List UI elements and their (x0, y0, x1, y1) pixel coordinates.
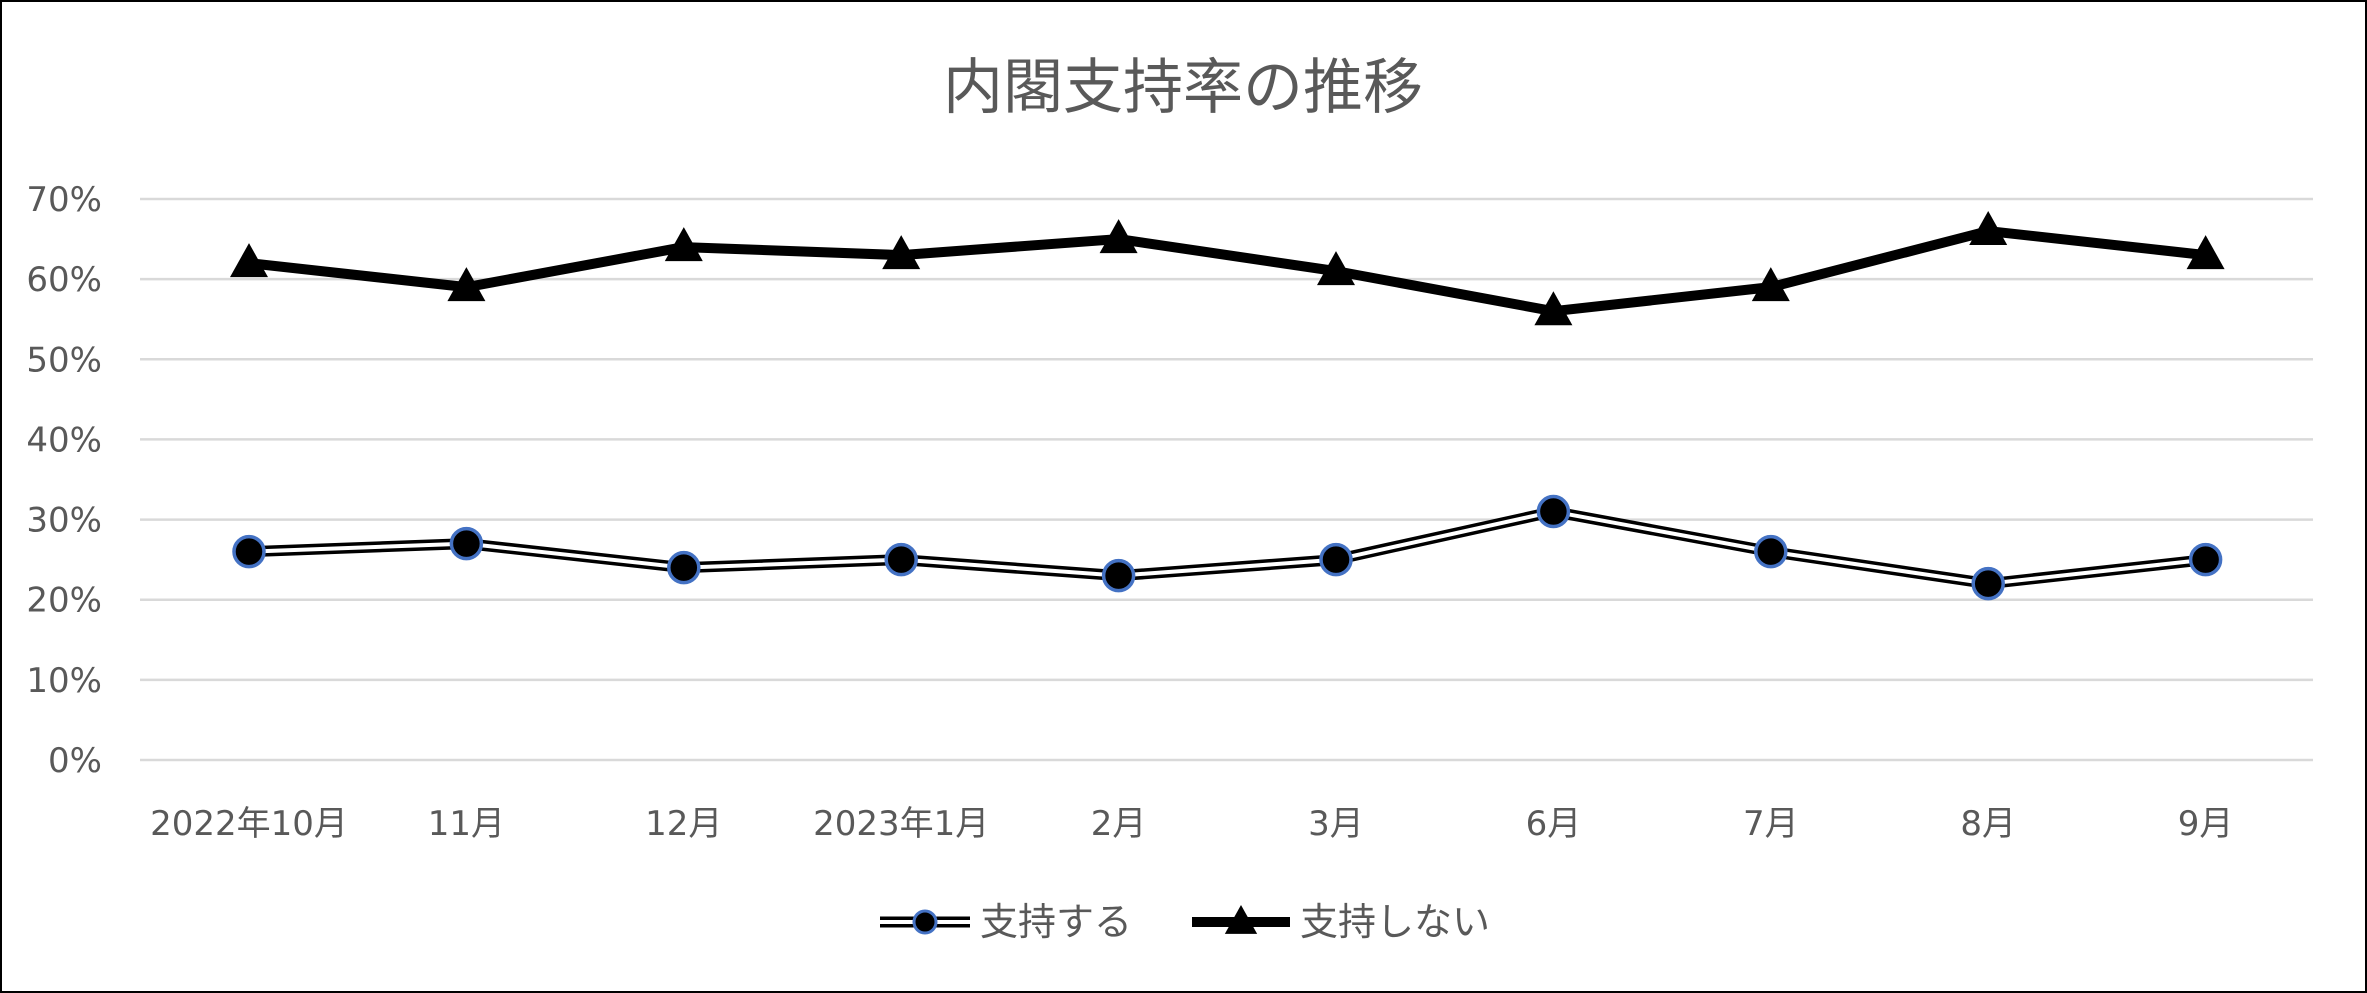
series-oppose (230, 211, 2225, 326)
y-tick-label: 70% (26, 180, 102, 220)
y-tick-label: 10% (26, 661, 102, 701)
x-tick-label: 9月 (2178, 804, 2234, 844)
y-tick-label: 0% (48, 741, 102, 781)
x-tick-label: 7月 (1743, 804, 1799, 844)
data-point (1101, 558, 1136, 593)
data-point (2188, 542, 2223, 577)
data-point (447, 267, 486, 302)
data-point (667, 550, 701, 585)
legend-swatch-marker (1224, 905, 1258, 934)
x-tick-label: 8月 (1960, 804, 2016, 844)
data-point (1751, 267, 1790, 302)
y-axis-ticks: 0% 10% 20% 30% 40% 50% 60% 70% (26, 180, 102, 781)
series-layer (230, 211, 2225, 601)
data-point (230, 243, 268, 278)
data-point (664, 227, 703, 262)
series-line-inner (248, 509, 2206, 586)
data-point (2186, 235, 2225, 270)
x-tick-label: 6月 (1526, 804, 1582, 844)
data-point (449, 526, 484, 561)
y-tick-label: 20% (26, 581, 102, 621)
data-point (1317, 251, 1355, 286)
data-point (1536, 494, 1571, 529)
y-tick-label: 60% (26, 260, 102, 300)
data-point (1971, 566, 2005, 601)
data-point (884, 542, 918, 577)
data-point (1969, 211, 2008, 246)
data-point (1099, 219, 1138, 254)
data-point (1319, 542, 1353, 577)
y-tick-label: 40% (26, 420, 102, 460)
x-tick-label: 2023年1月 (813, 804, 989, 844)
legend-label: 支持しない (1300, 900, 1490, 944)
chart-title: 内閣支持率の推移 (943, 53, 1423, 123)
legend-swatch-marker (912, 909, 938, 935)
y-tick-label: 30% (26, 501, 102, 541)
series-line (248, 226, 2207, 317)
x-tick-label: 11月 (428, 804, 505, 844)
x-tick-label: 2022年10月 (150, 804, 348, 844)
data-point (882, 235, 921, 270)
legend-item-oppose: 支持しない (1192, 900, 1490, 944)
x-tick-label: 3月 (1308, 804, 1364, 844)
data-point (1534, 291, 1573, 326)
gridlines (140, 197, 2313, 762)
y-tick-label: 50% (26, 340, 102, 380)
legend: 支持する 支持しない (880, 900, 1490, 944)
x-axis-ticks: 2022年10月 11月 12月 2023年1月 2月 3月 6月 7月 8月 9月 (150, 804, 2233, 844)
legend-label: 支持する (980, 900, 1132, 944)
data-point (1754, 534, 1788, 569)
data-point (232, 534, 266, 569)
x-tick-label: 12月 (645, 804, 722, 844)
series-support (232, 494, 2223, 601)
legend-item-support: 支持する (880, 900, 1132, 944)
x-tick-label: 2月 (1091, 804, 1147, 844)
